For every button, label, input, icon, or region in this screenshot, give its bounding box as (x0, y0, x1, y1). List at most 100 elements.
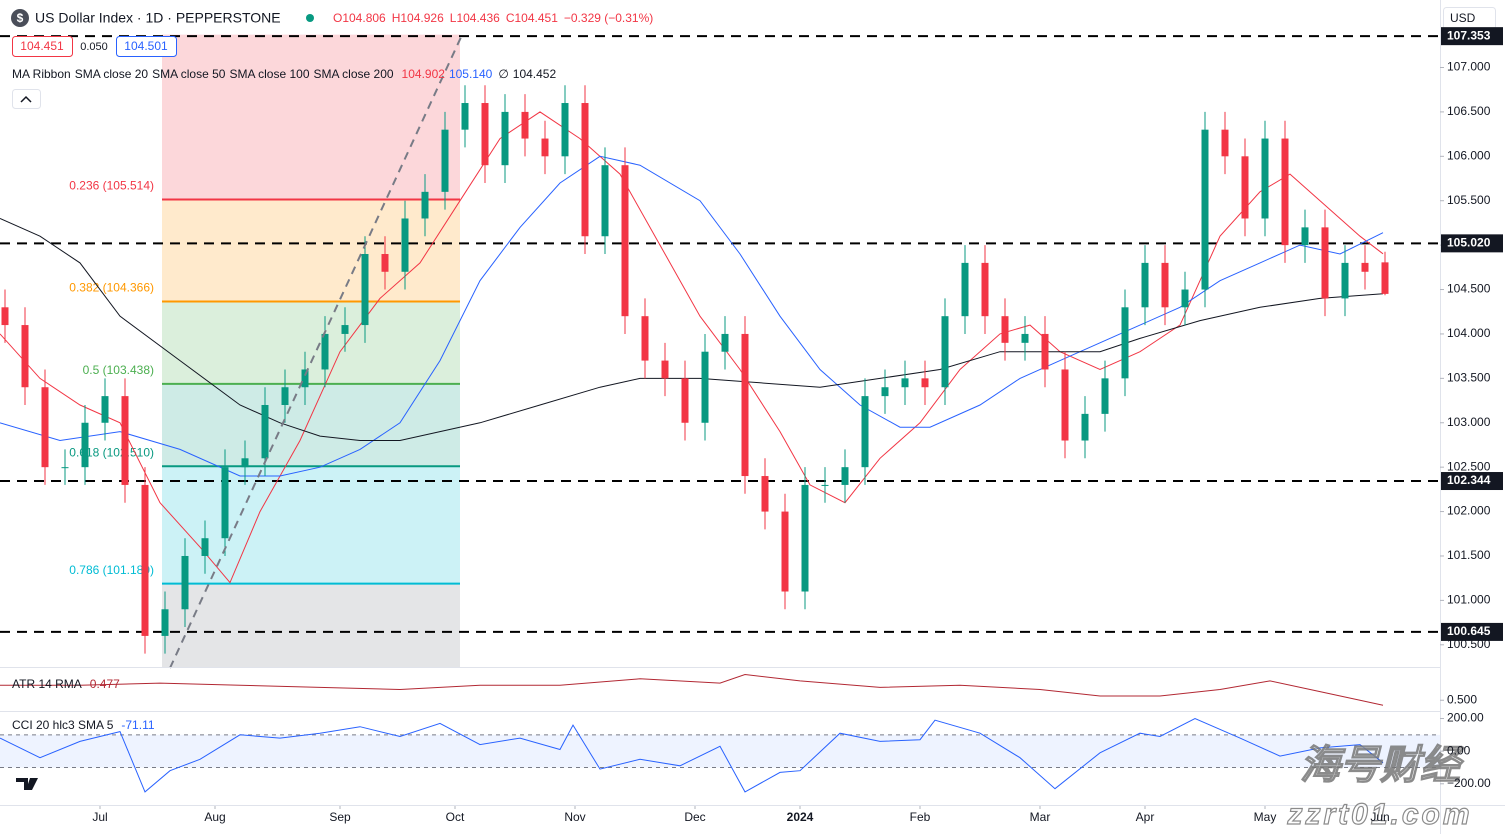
legend-name: SMA close 50 (152, 67, 226, 81)
candle-body (1181, 289, 1189, 308)
legend-title: ATR 14 RMA (12, 677, 82, 691)
candle-body (381, 254, 389, 272)
fib-zone (162, 199, 460, 302)
x-tick-label: Sep (329, 810, 351, 824)
y-tick-label: 104.000 (1447, 326, 1491, 340)
candle-body (1221, 129, 1229, 157)
atr-legend[interactable]: ATR 14 RMA 0.477 (12, 677, 120, 691)
cci-band (0, 734, 1440, 768)
candle-body (161, 609, 169, 636)
level-label: 107.353 (1447, 28, 1491, 42)
y-tick-label: 0.500 (1447, 692, 1477, 706)
candle-body (781, 511, 789, 592)
candle-body (1361, 262, 1369, 272)
candle-body (41, 387, 49, 468)
candle-body (1121, 307, 1129, 379)
y-tick-label: 101.500 (1447, 548, 1491, 562)
ma-ribbon-legend[interactable]: MA Ribbon SMA close 20 SMA close 50 SMA clo… (12, 67, 556, 81)
candle-body (61, 467, 69, 469)
candle-body (1241, 156, 1249, 219)
candle-body (901, 378, 909, 388)
fib-zone (162, 383, 460, 467)
x-tick-label: Jun (1370, 810, 1389, 824)
y-tick-label: 200.00 (1447, 711, 1484, 725)
x-tick-label: Dec (684, 810, 705, 824)
candle-body (1341, 262, 1349, 299)
level-label-box (1441, 472, 1503, 491)
candle-body (101, 396, 109, 423)
y-tick-label: 102.000 (1447, 504, 1491, 518)
legend-value: 105.140 (449, 67, 493, 81)
ohlc-item: H104.926 (392, 11, 444, 25)
candle-body (1321, 227, 1329, 299)
symbol-icon (11, 9, 29, 27)
symbol-title[interactable]: US Dollar Index · 1D · PEPPERSTONE (35, 10, 281, 26)
candle-body (81, 422, 89, 468)
candle-body (761, 476, 769, 512)
currency[interactable]: USD (1450, 11, 1476, 25)
candle-body (641, 316, 649, 361)
y-tick-label: 102.500 (1447, 459, 1491, 473)
candle-body (1381, 262, 1389, 294)
indicator-panes (0, 673, 1440, 793)
candle-body (661, 360, 669, 379)
ohlc-item: −0.329 (−0.31%) (564, 11, 653, 25)
candle-body (861, 396, 869, 468)
candle-body (1261, 138, 1269, 219)
level-label: 105.020 (1447, 236, 1491, 250)
axes: 100.500101.000101.500102.000102.500103.0… (92, 27, 1503, 824)
candle-body (1101, 378, 1109, 414)
candle-body (1061, 369, 1069, 441)
legend-name: SMA close 20 (75, 67, 149, 81)
line-series (0, 218, 1384, 441)
legend-title: MA Ribbon (12, 67, 71, 81)
candle-body (1301, 227, 1309, 246)
level-label-box (1441, 622, 1503, 641)
y-tick-label: 101.000 (1447, 593, 1491, 607)
x-tick-label: Nov (564, 810, 585, 824)
buy-button[interactable] (116, 36, 177, 57)
fib-label: 0.236 (105.514) (69, 179, 154, 193)
candle-body (321, 333, 329, 370)
legend-name: SMA close 200 (314, 67, 394, 81)
x-tick-label: Apr (1136, 810, 1155, 824)
x-tick-label: Aug (204, 810, 225, 824)
candle-body (21, 325, 29, 388)
x-tick-label: Mar (1030, 810, 1051, 824)
sell-button[interactable] (12, 36, 73, 57)
candle-body (121, 396, 129, 485)
line-series (0, 673, 1384, 706)
legend-value: 104.902 (402, 67, 446, 81)
candle-body (1021, 333, 1029, 343)
y-tick-label: 103.500 (1447, 371, 1491, 385)
buy-price[interactable]: 104.501 (124, 39, 168, 53)
candle-body (601, 165, 609, 237)
candle-body (481, 103, 489, 166)
legend-title: CCI 20 hlc3 SMA 5 (12, 718, 114, 732)
candle-body (221, 467, 229, 539)
sell-price[interactable]: 104.451 (20, 39, 64, 53)
x-tick-label: 2024 (787, 810, 814, 824)
legend-name: SMA close 100 (229, 67, 309, 81)
collapse-button[interactable] (12, 89, 41, 109)
y-tick-label: 103.000 (1447, 415, 1491, 429)
level-label-box (1441, 234, 1503, 253)
candle-body (441, 129, 449, 192)
candle-body (941, 316, 949, 388)
level-label: 102.344 (1447, 473, 1491, 487)
cci-legend[interactable]: CCI 20 hlc3 SMA 5 -71.11 (12, 718, 155, 732)
legend-value: ∅ (498, 67, 508, 81)
y-tick-label: 104.500 (1447, 282, 1491, 296)
main-pane: 0.236 (105.514) 0.382 (104.366) 0.5 (103.4… (0, 34, 1440, 667)
candle-body (281, 387, 289, 405)
line-series (0, 717, 1384, 793)
candle-body (1201, 129, 1209, 290)
x-tick-label: Jul (92, 810, 107, 824)
candle-body (1281, 138, 1289, 246)
candle-body (501, 111, 509, 166)
legend-value: 104.452 (513, 67, 557, 81)
candle-body (1, 307, 9, 326)
candle-body (341, 325, 349, 334)
